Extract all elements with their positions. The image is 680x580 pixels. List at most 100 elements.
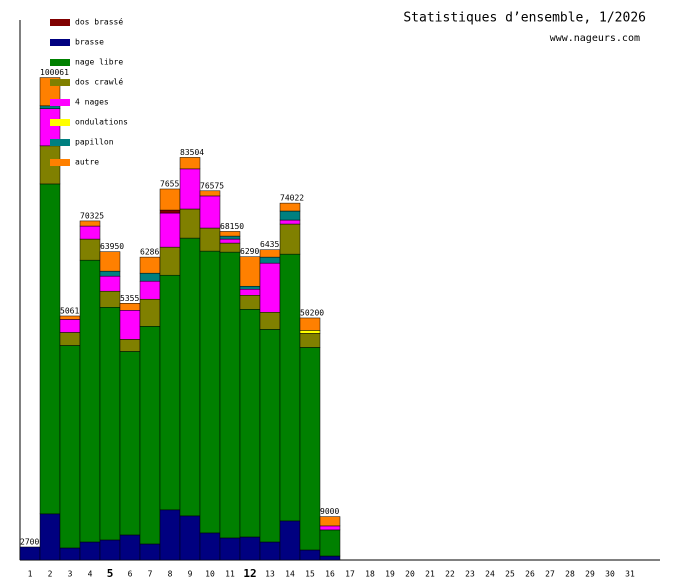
bar-segment [199, 227, 221, 252]
x-tick-label: 24 [485, 570, 495, 579]
bar-segment [259, 329, 281, 543]
chart-subtitle: www.nageurs.com [550, 33, 640, 44]
bar-segment [39, 105, 61, 109]
legend-swatch [50, 39, 70, 46]
legend-label: brasse [75, 38, 104, 47]
bar-segment [299, 333, 321, 348]
x-tick-label: 27 [545, 570, 555, 579]
bar-segment [139, 543, 161, 561]
bar-segment [59, 319, 81, 333]
bar-segment [159, 274, 181, 511]
legend-label: 4 nages [75, 98, 109, 107]
bar-segment [239, 295, 261, 310]
total-label: 68150 [220, 222, 244, 231]
x-tick-label: 22 [445, 570, 455, 579]
total-label: 74022 [280, 194, 304, 203]
legend-swatch [50, 59, 70, 66]
bar-segment [179, 157, 201, 170]
bar-segment [79, 220, 101, 227]
bar-segment [199, 190, 221, 197]
bar-segment [79, 541, 101, 561]
bar-segment [19, 546, 41, 561]
x-tick-label: 23 [465, 570, 475, 579]
bar-segment [319, 525, 341, 531]
bar-segment [219, 242, 241, 253]
bar-segment [59, 547, 81, 561]
x-tick-label: 12 [243, 567, 256, 580]
bar-segment [179, 237, 201, 517]
bar-segment [279, 202, 301, 212]
bar-segment [99, 307, 121, 541]
bar-segment [199, 195, 221, 229]
bar-segment [119, 339, 141, 352]
bar-segment [259, 256, 281, 264]
bar-segment [119, 534, 141, 561]
bar-segment [99, 251, 121, 272]
bar-segment [279, 253, 301, 522]
x-tick-label: 26 [525, 570, 535, 579]
bar-segment [219, 251, 241, 539]
bar-segment [279, 223, 301, 255]
bar-segment [299, 317, 321, 331]
bar-segment [199, 532, 221, 561]
bar-segment [139, 298, 161, 327]
total-label: 6286 [140, 248, 159, 257]
total-label: 5355 [120, 294, 139, 303]
x-tick-label: 8 [168, 570, 173, 579]
legend-label: ondulations [75, 118, 128, 127]
bar-segment [119, 310, 141, 340]
total-label: 76575 [200, 181, 224, 190]
bar-segment [59, 345, 81, 549]
bar-segment [159, 212, 181, 248]
legend-label: autre [75, 158, 99, 167]
bar-segment [119, 303, 141, 311]
bar-segment [259, 541, 281, 561]
bar-segment [219, 235, 241, 240]
bar-segment [159, 246, 181, 276]
x-tick-label: 1 [28, 570, 33, 579]
x-tick-label: 25 [505, 570, 515, 579]
x-tick-label: 15 [305, 570, 315, 579]
bar-segment [239, 288, 261, 296]
bar-segment [139, 326, 161, 545]
legend-swatch [50, 159, 70, 166]
x-tick-label: 5 [107, 567, 114, 580]
bar-segment [239, 309, 261, 538]
x-tick-label: 29 [585, 570, 595, 579]
bar-segment [139, 256, 161, 274]
total-label: 5061 [60, 306, 79, 315]
total-label: 9000 [320, 507, 339, 516]
bar-segment [99, 539, 121, 561]
bar-segment [299, 330, 321, 334]
x-tick-label: 17 [345, 570, 355, 579]
bar-segment [179, 515, 201, 561]
bar-segment [219, 238, 241, 244]
chart-title: Statistiques d’ensemble, 1/2026 [403, 11, 646, 26]
bar-segment [179, 168, 201, 210]
x-tick-label: 7 [148, 570, 153, 579]
x-tick-label: 11 [225, 570, 235, 579]
x-tick-label: 28 [565, 570, 575, 579]
legend-swatch [50, 139, 70, 146]
bar-segment [179, 208, 201, 239]
total-label: 70325 [80, 211, 104, 220]
x-tick-label: 10 [205, 570, 215, 579]
total-label: 6435 [260, 240, 279, 249]
bar-segment [79, 238, 101, 261]
x-tick-label: 6 [128, 570, 133, 579]
legend-label: dos crawlé [75, 77, 123, 87]
bar-segment [219, 537, 241, 561]
total-label: 2700 [20, 537, 39, 546]
x-tick-label: 14 [285, 570, 295, 579]
total-label: 7655 [160, 179, 179, 188]
bar-segment [279, 219, 301, 225]
bar-segment [259, 249, 281, 258]
total-label: 83504 [180, 148, 204, 157]
total-label: 6290 [240, 247, 259, 256]
bar-segment [99, 275, 121, 292]
bar-segment [239, 285, 261, 290]
x-tick-label: 20 [405, 570, 415, 579]
bar-segment [279, 520, 301, 561]
total-label: 63950 [100, 242, 124, 251]
bar-segment [259, 262, 281, 313]
